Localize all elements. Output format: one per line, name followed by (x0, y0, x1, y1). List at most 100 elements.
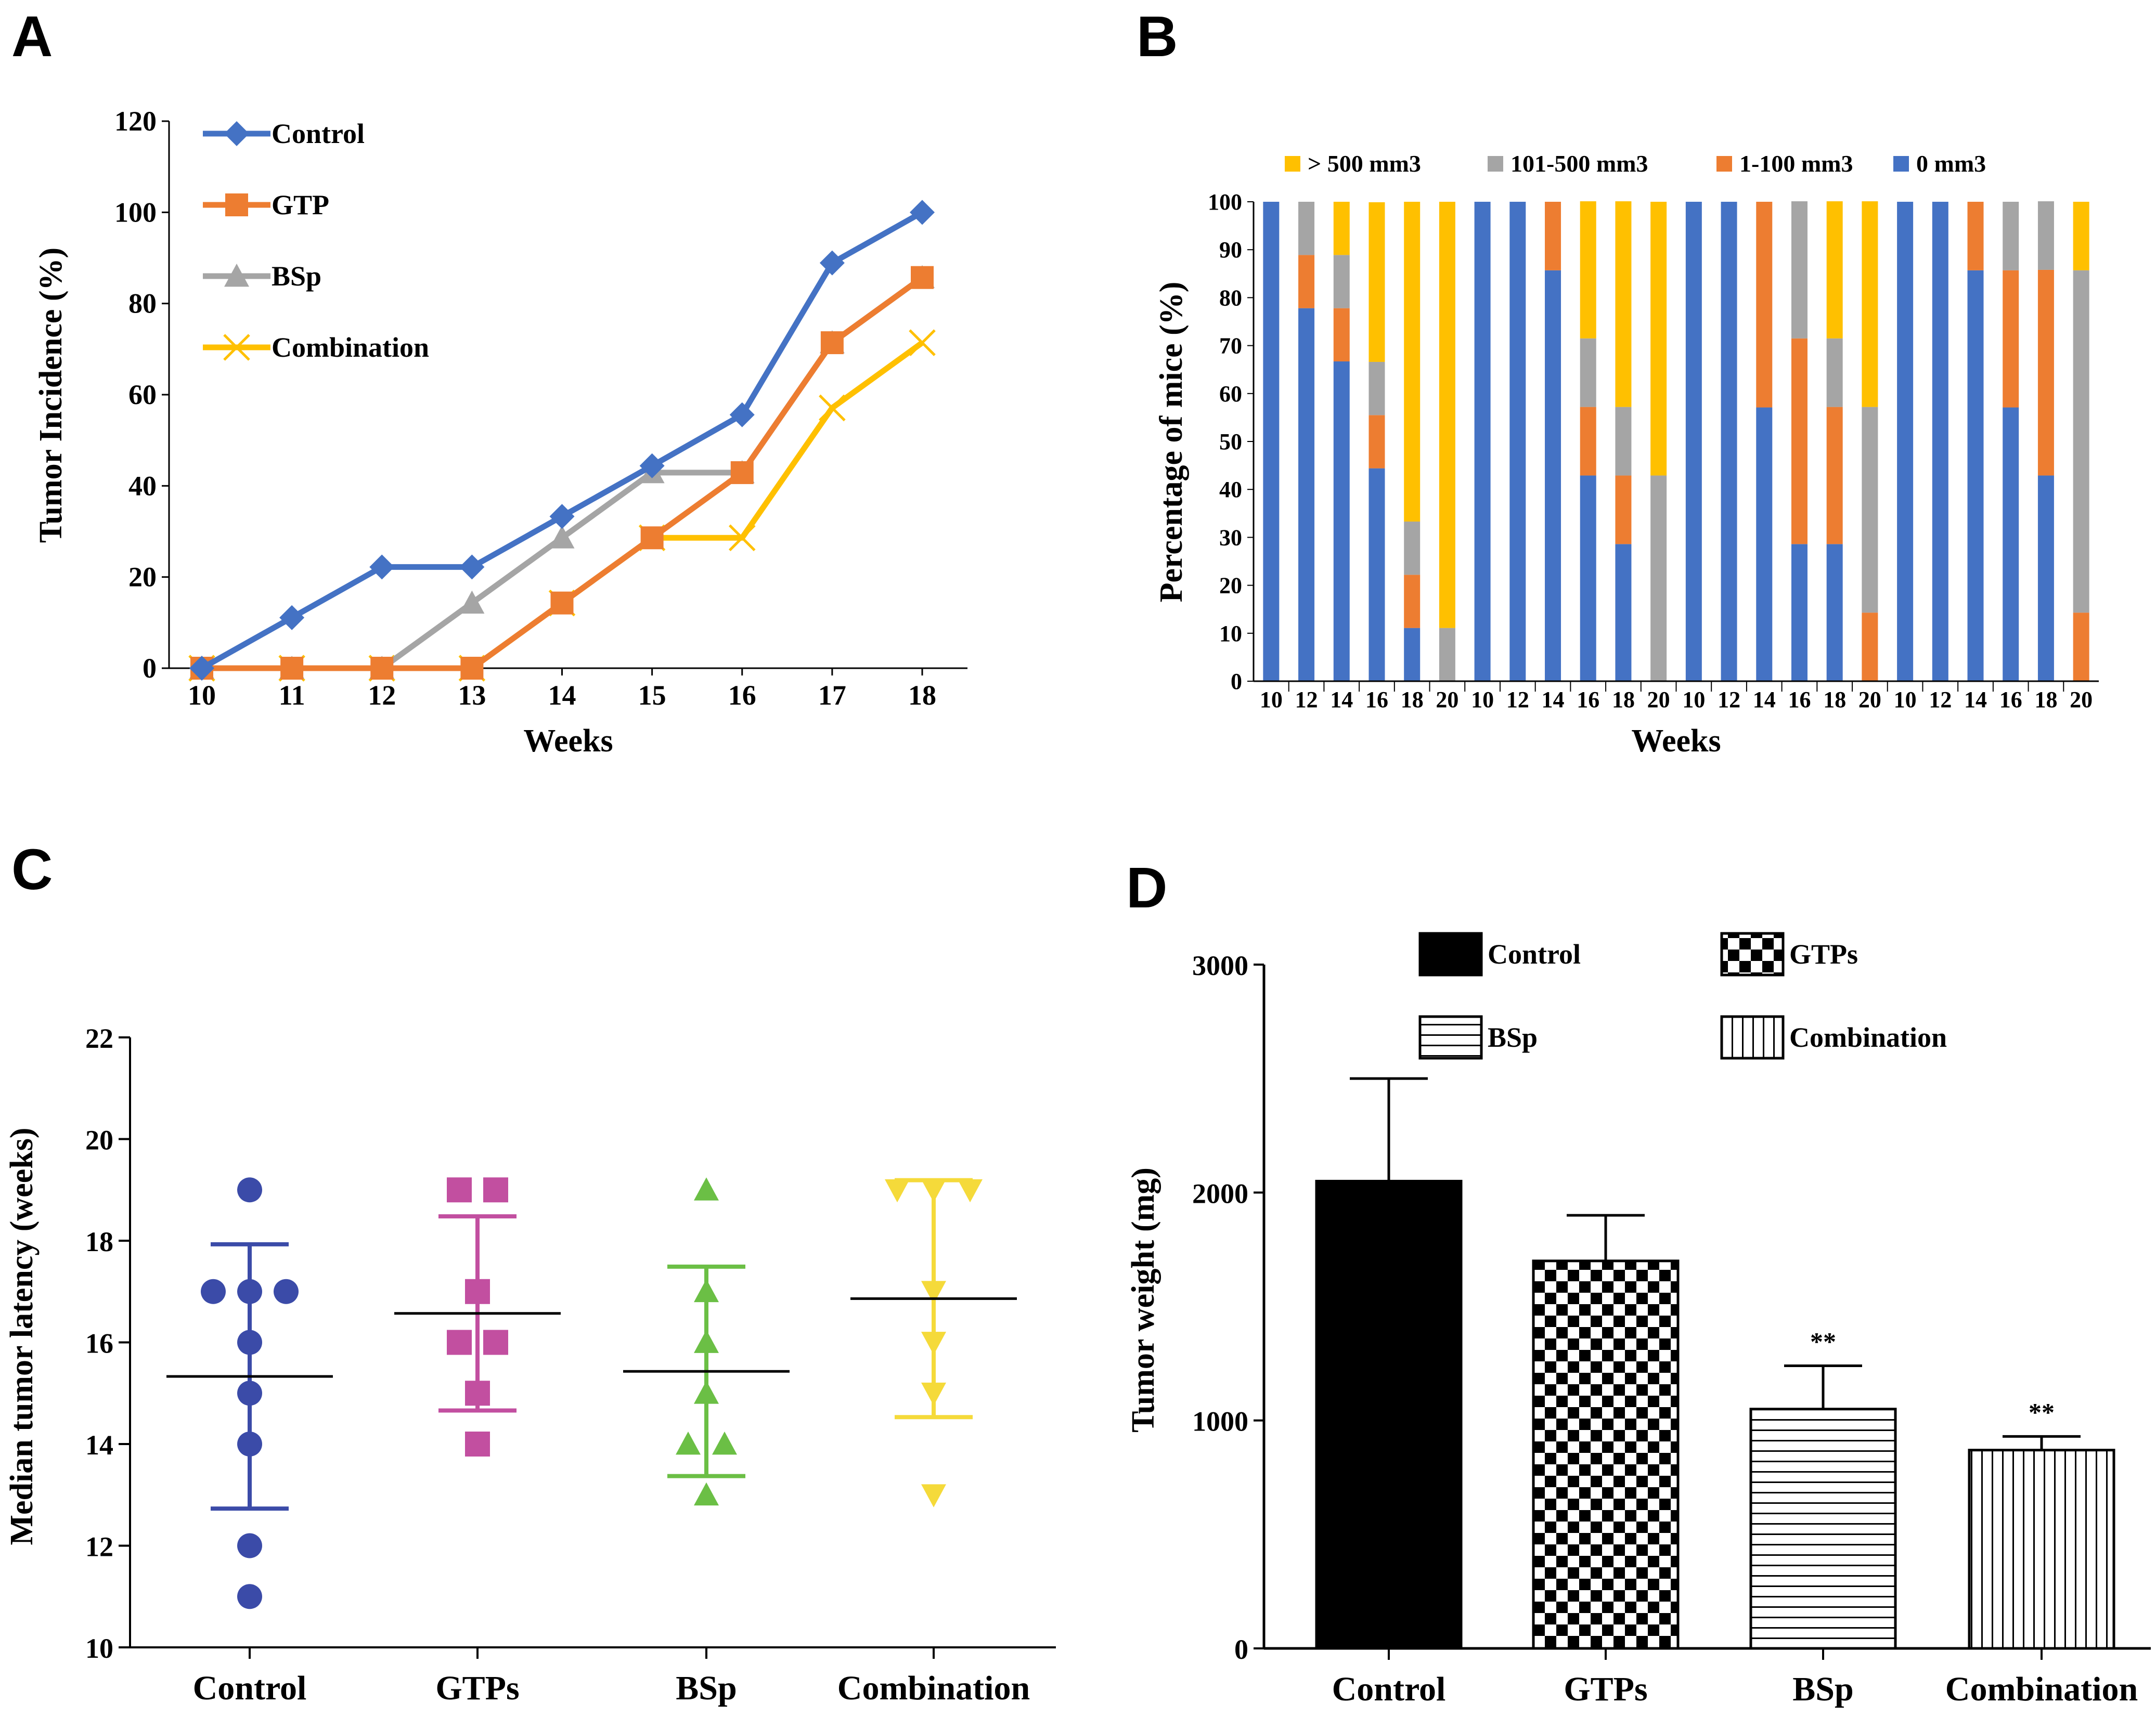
bar-segment-101-500-mm3 (2003, 202, 2019, 270)
x-tick-label: 14 (1964, 687, 1987, 712)
data-point-control (910, 200, 935, 225)
stacked-bar (2037, 201, 2054, 681)
legend-marker-combination (223, 334, 250, 361)
x-tick-label: 14 (1753, 687, 1776, 712)
bar-bsp: ** (1749, 1327, 1897, 1650)
stacked-bar (1404, 202, 1421, 681)
x-axis-title: Weeks (523, 723, 613, 759)
data-point-combination (728, 524, 756, 552)
bar-rect-gtps (1532, 1259, 1680, 1650)
data-point-control (237, 1432, 262, 1457)
data-point-combination (885, 1179, 910, 1203)
data-point-gtps (465, 1381, 490, 1406)
data-point-gtps (483, 1330, 508, 1355)
x-tick-label: BSp (1792, 1670, 1853, 1708)
bar-segment-0-mm3 (1685, 202, 1702, 681)
x-tick-label: Combination (1945, 1670, 2138, 1708)
x-tick-label: 15 (638, 680, 666, 711)
y-tick-label: 40 (128, 470, 157, 501)
x-tick-label: 20 (1647, 687, 1670, 712)
y-tick-label: 80 (1219, 285, 1242, 310)
data-point-control (729, 402, 755, 427)
bar-segment-101-500-mm3 (1439, 628, 1455, 681)
y-tick-label: 1000 (1192, 1406, 1248, 1437)
legend-swatch-500-mm3 (1285, 156, 1300, 172)
bar-segment-500-mm3 (1650, 202, 1667, 476)
x-tick-label: 14 (548, 680, 576, 711)
stacked-bar (1932, 202, 1948, 681)
x-tick-label: 18 (1401, 687, 1424, 712)
data-point-gtp (550, 591, 574, 615)
y-tick-label: 20 (85, 1125, 113, 1156)
bar-segment-101-500-mm3 (1862, 407, 1878, 613)
series-control (189, 200, 935, 681)
x-tick-label: 12 (1718, 687, 1740, 712)
legend-swatch-1-100-mm3 (1716, 156, 1732, 172)
x-tick-label: Control (1332, 1670, 1446, 1708)
data-point-control (189, 656, 214, 681)
bar-segment-1-100-mm3 (1967, 202, 1984, 270)
stacked-bar (1545, 202, 1561, 681)
bar-segment-0-mm3 (2003, 407, 2019, 681)
bar-segment-0-mm3 (1932, 202, 1948, 681)
y-tick-label: 80 (128, 288, 157, 319)
y-axis-title: Tumor weight (mg) (1126, 1167, 1161, 1433)
data-point-gtp (820, 331, 844, 355)
bar-segment-0-mm3 (1967, 270, 1984, 681)
panel-letter-c: C (11, 838, 53, 902)
bar-segment-0-mm3 (1474, 202, 1491, 681)
bar-segment-1-100-mm3 (2003, 270, 2019, 408)
legend-label-control: Control (1488, 939, 1581, 970)
bar-segment-500-mm3 (1862, 201, 1878, 407)
stacked-bar (1333, 202, 1350, 681)
data-point-control (819, 250, 845, 276)
stacked-bar (1756, 202, 1773, 681)
bar-combination: ** (1968, 1397, 2115, 1650)
series-combination (850, 1178, 1017, 1659)
x-tick-label: 14 (1542, 687, 1565, 712)
bar-segment-1-100-mm3 (1298, 255, 1315, 308)
stacked-bar (1580, 201, 1596, 681)
stacked-bar (1298, 202, 1315, 681)
x-tick-label: GTPs (1564, 1670, 1647, 1708)
bar-segment-1-100-mm3 (1545, 202, 1561, 270)
x-axis-title: Weeks (1631, 723, 1721, 759)
stacked-bar (1509, 202, 1526, 681)
series-control (166, 1177, 333, 1659)
y-tick-label: 30 (1219, 525, 1242, 550)
x-tick-label: 11 (279, 680, 305, 711)
stacked-bar (1474, 202, 1491, 681)
x-tick-label: 12 (1506, 687, 1529, 712)
data-point-bsp (694, 1482, 719, 1506)
legend-swatch-control (1418, 932, 1483, 977)
stacked-bar (1439, 202, 1455, 681)
bar-segment-101-500-mm3 (2037, 201, 2054, 270)
y-tick-label: 18 (85, 1226, 113, 1257)
x-tick-label: 20 (2070, 687, 2093, 712)
data-point-control (279, 605, 305, 630)
data-point-bsp (694, 1177, 719, 1201)
y-tick-label: 120 (114, 106, 157, 137)
bar-segment-0-mm3 (1263, 202, 1280, 681)
y-axis-title: Percentage of mice (%) (1154, 282, 1189, 603)
stacked-bar (1721, 202, 1737, 681)
y-tick-label: 60 (128, 379, 157, 410)
bar-segment-1-100-mm3 (1580, 407, 1596, 476)
x-tick-label: 18 (908, 680, 936, 711)
y-tick-label: 12 (85, 1531, 113, 1563)
bar-gtps (1532, 1214, 1680, 1650)
bar-segment-500-mm3 (1826, 201, 1843, 339)
bar-segment-0-mm3 (1333, 361, 1350, 681)
data-point-control (237, 1177, 262, 1203)
bar-rect-control (1315, 1179, 1463, 1650)
data-point-gtp (460, 657, 484, 680)
data-point-control (201, 1279, 226, 1304)
x-tick-label: 12 (1929, 687, 1952, 712)
bar-segment-500-mm3 (1333, 202, 1350, 255)
stacked-bar (1791, 201, 1808, 681)
x-tick-label: 16 (1999, 687, 2022, 712)
data-point-combination (819, 394, 846, 422)
bar-segment-101-500-mm3 (2073, 270, 2089, 613)
bar-segment-101-500-mm3 (1369, 361, 1385, 415)
